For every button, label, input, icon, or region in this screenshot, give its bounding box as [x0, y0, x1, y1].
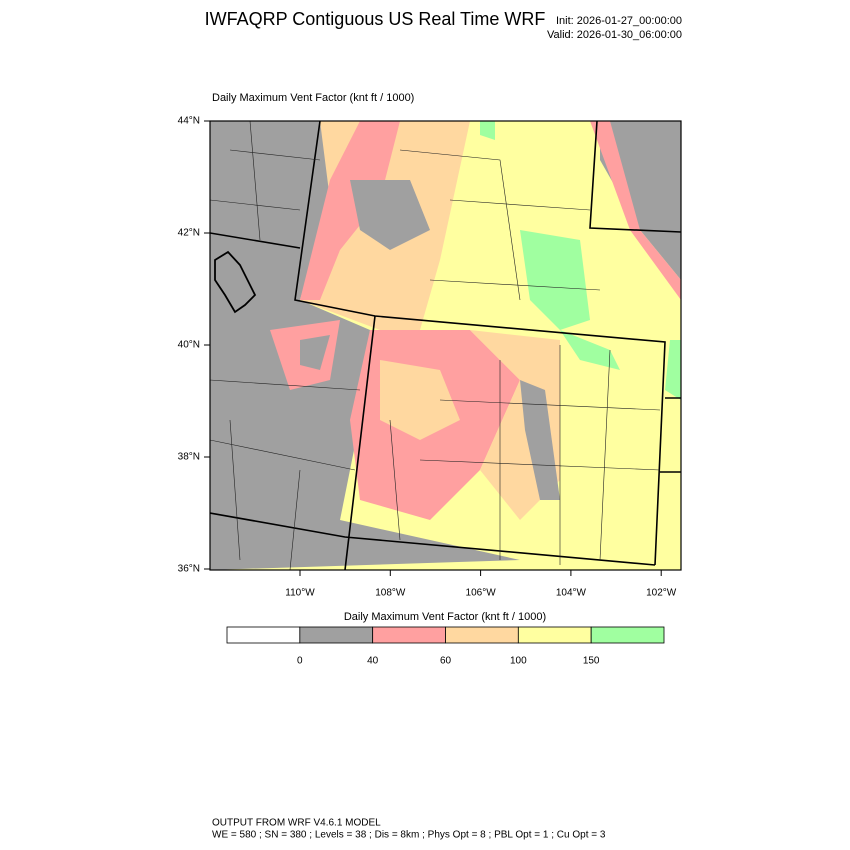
colorbar-box	[517, 626, 592, 644]
colorbar-box	[445, 626, 519, 644]
colorbar: 0 40 60 100 150	[226, 626, 665, 667]
init-time: Init: 2026-01-27_00:00:00	[556, 15, 682, 27]
footer-line: OUTPUT FROM WRF V4.6.1 MODEL	[212, 818, 381, 829]
map-field	[210, 121, 681, 570]
footer-line: WE = 580 ; SN = 380 ; Levels = 38 ; Dis …	[212, 830, 606, 841]
colorbar-box	[226, 626, 301, 644]
lat-label: 40°N	[178, 340, 200, 351]
colorbar-box	[299, 626, 374, 644]
lat-axis: 44°N 42°N 40°N 38°N 36°N	[178, 116, 210, 575]
lon-label: 106°W	[466, 588, 497, 599]
colorbar-label: 0	[297, 656, 303, 667]
colorbar-box	[372, 626, 446, 644]
lon-axis: 110°W 108°W 106°W 104°W 102°W	[285, 570, 677, 599]
title: IWFAQRP Contiguous US Real Time WRF	[205, 9, 546, 29]
colorbar-label: 100	[510, 656, 527, 667]
colorbar-label: 60	[440, 656, 452, 667]
colorbar-box	[590, 626, 665, 644]
lon-label: 110°W	[285, 588, 315, 599]
map-subtitle: Daily Maximum Vent Factor (knt ft / 1000…	[212, 92, 414, 104]
lat-label: 44°N	[178, 116, 200, 127]
lon-label: 108°W	[375, 588, 406, 599]
lon-label: 102°W	[646, 588, 677, 599]
lat-label: 38°N	[178, 452, 200, 463]
colorbar-label: 150	[583, 656, 600, 667]
valid-time: Valid: 2026-01-30_06:00:00	[547, 29, 682, 41]
colorbar-label: 40	[367, 656, 379, 667]
lon-label: 104°W	[556, 588, 587, 599]
lat-label: 42°N	[178, 228, 200, 239]
lat-label: 36°N	[178, 564, 200, 575]
colorbar-title: Daily Maximum Vent Factor (knt ft / 1000…	[344, 611, 546, 623]
